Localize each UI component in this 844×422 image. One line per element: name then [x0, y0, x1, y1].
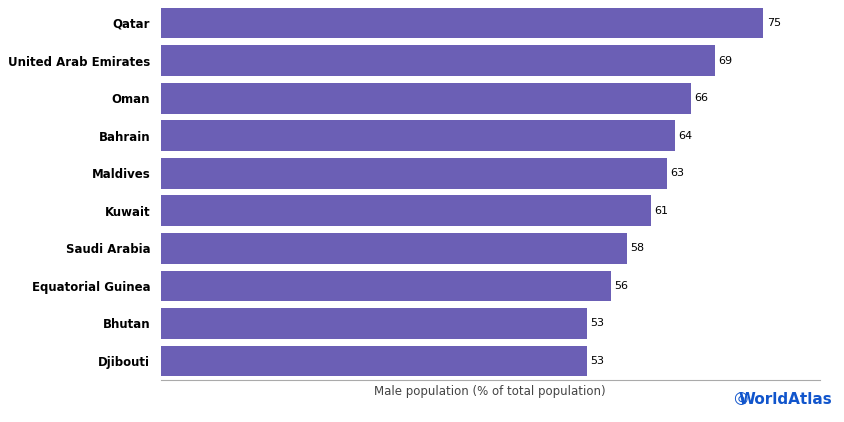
Bar: [160, 195, 650, 226]
Bar: [160, 83, 690, 114]
Text: 64: 64: [678, 131, 691, 141]
X-axis label: Male population (% of total population): Male population (% of total population): [374, 385, 605, 398]
Text: 75: 75: [766, 18, 780, 28]
Text: 56: 56: [613, 281, 627, 291]
Text: ◎: ◎: [733, 389, 747, 407]
Text: 53: 53: [589, 356, 603, 366]
Bar: [160, 158, 666, 189]
Text: 58: 58: [630, 243, 643, 253]
Text: 63: 63: [669, 168, 684, 178]
Text: 66: 66: [694, 93, 707, 103]
Text: 53: 53: [589, 319, 603, 328]
Bar: [160, 45, 714, 76]
Bar: [160, 346, 586, 376]
Text: WorldAtlas: WorldAtlas: [738, 392, 831, 407]
Bar: [160, 120, 674, 151]
Text: 61: 61: [653, 206, 668, 216]
Bar: [160, 8, 762, 38]
Bar: [160, 233, 626, 264]
Text: 69: 69: [717, 56, 732, 65]
Bar: [160, 308, 586, 339]
Bar: [160, 271, 610, 301]
